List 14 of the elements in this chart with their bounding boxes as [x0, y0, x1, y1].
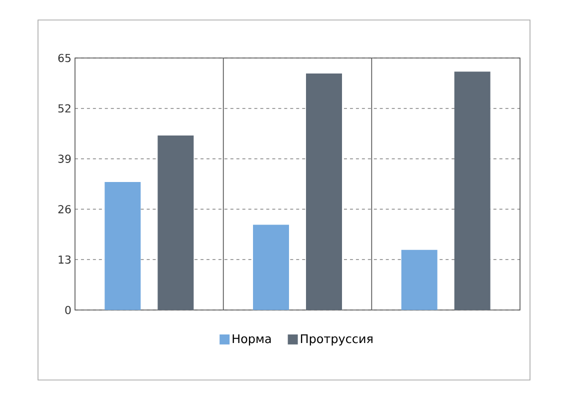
bar — [454, 72, 490, 310]
y-tick-label: 65 — [58, 54, 71, 62]
bar — [306, 74, 342, 310]
y-tick-label: 39 — [58, 154, 71, 163]
legend-label: Протруссия — [300, 334, 372, 346]
y-tick-label: 13 — [58, 255, 71, 264]
bar — [253, 224, 290, 310]
y-tick-label: 0 — [65, 306, 71, 314]
bar — [158, 136, 194, 310]
y-tick-label: 52 — [58, 104, 70, 113]
y-tick-label: 26 — [58, 205, 71, 214]
bar — [401, 250, 438, 310]
bar — [104, 182, 141, 310]
legend-label: Норма — [232, 334, 271, 346]
